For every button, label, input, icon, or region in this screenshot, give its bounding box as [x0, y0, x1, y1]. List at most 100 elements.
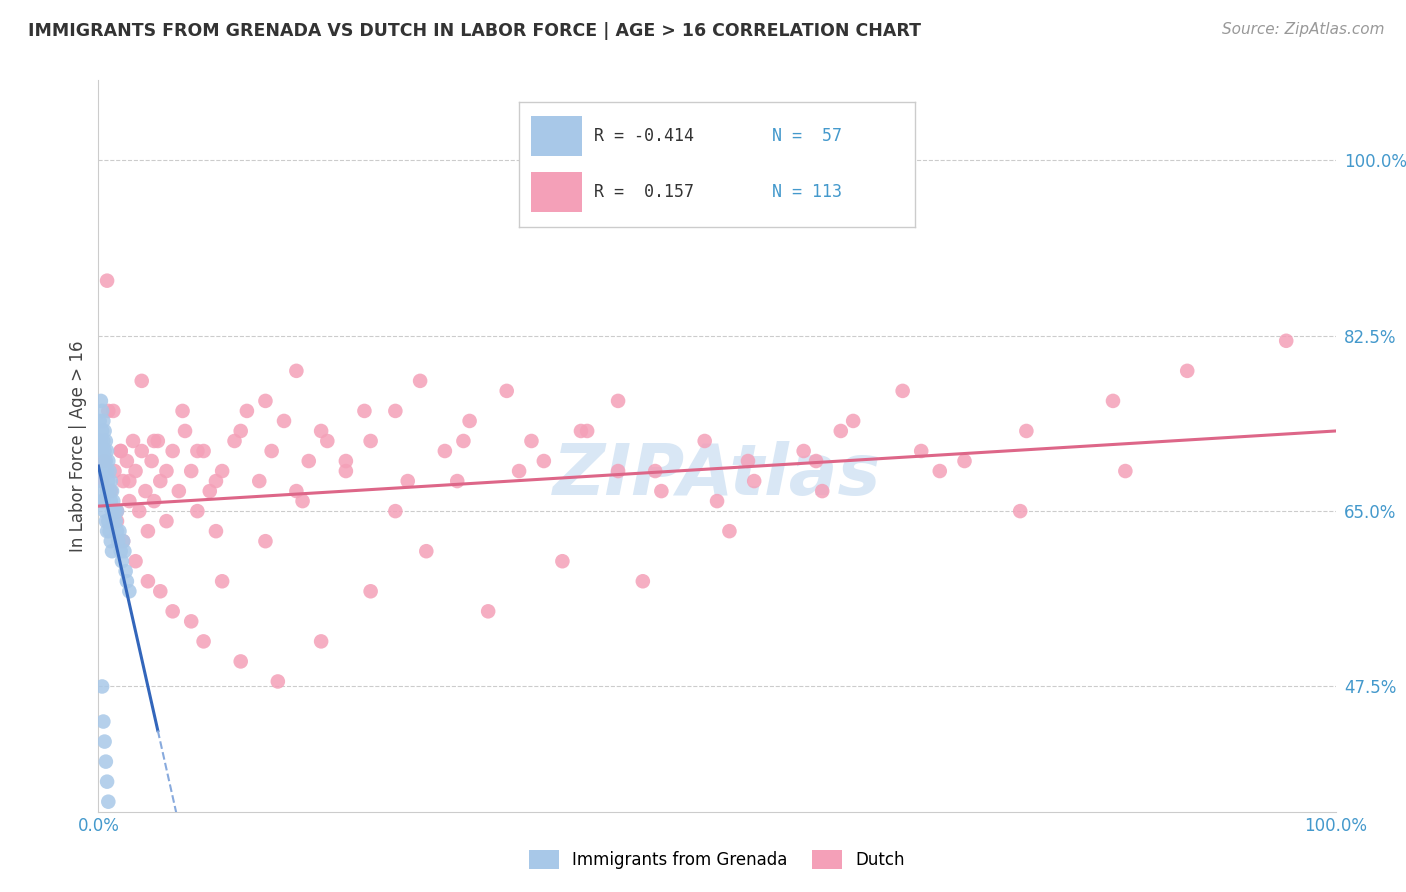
- Point: [96, 524, 118, 538]
- Point: [180, 464, 202, 478]
- Point: [110, 544, 132, 558]
- Point: [298, 454, 321, 468]
- Point: [97, 514, 120, 528]
- Point: [118, 474, 141, 488]
- Text: R =  0.157: R = 0.157: [595, 183, 695, 201]
- Text: N = 113: N = 113: [772, 183, 842, 201]
- Point: [273, 414, 295, 428]
- Point: [607, 393, 630, 408]
- Point: [93, 464, 115, 478]
- Point: [97, 404, 120, 418]
- Point: [96, 484, 118, 499]
- Point: [112, 534, 135, 549]
- Point: [1114, 464, 1136, 478]
- Point: [94, 755, 117, 769]
- Point: [104, 514, 127, 528]
- Point: [101, 484, 124, 499]
- Point: [112, 474, 135, 488]
- Point: [98, 484, 121, 499]
- Point: [136, 524, 159, 538]
- Point: [224, 434, 246, 448]
- Point: [415, 544, 437, 558]
- Point: [928, 464, 950, 478]
- Bar: [531, 116, 582, 156]
- Legend: Immigrants from Grenada, Dutch: Immigrants from Grenada, Dutch: [529, 850, 905, 869]
- Point: [105, 514, 128, 528]
- Text: Source: ZipAtlas.com: Source: ZipAtlas.com: [1222, 22, 1385, 37]
- Point: [335, 464, 357, 478]
- Point: [110, 444, 132, 458]
- Point: [180, 615, 202, 629]
- Point: [96, 774, 118, 789]
- Point: [94, 434, 117, 448]
- Point: [98, 464, 121, 478]
- Point: [811, 484, 834, 499]
- Point: [167, 484, 190, 499]
- Point: [186, 504, 208, 518]
- Point: [124, 554, 146, 568]
- Point: [91, 680, 114, 694]
- Point: [101, 544, 124, 558]
- Point: [94, 454, 117, 468]
- Point: [172, 404, 194, 418]
- Point: [110, 444, 132, 458]
- Point: [569, 424, 592, 438]
- Point: [134, 484, 156, 499]
- Point: [98, 524, 121, 538]
- Point: [100, 484, 122, 499]
- Point: [742, 474, 765, 488]
- Point: [267, 674, 290, 689]
- Point: [97, 795, 120, 809]
- Point: [93, 444, 115, 458]
- Point: [90, 393, 112, 408]
- Point: [155, 464, 177, 478]
- Point: [396, 474, 419, 488]
- Point: [793, 444, 815, 458]
- Point: [105, 524, 128, 538]
- Point: [644, 464, 666, 478]
- Point: [124, 464, 146, 478]
- Point: [131, 374, 153, 388]
- Text: R = -0.414: R = -0.414: [595, 127, 695, 145]
- Point: [260, 444, 283, 458]
- Point: [211, 574, 233, 589]
- Point: [90, 434, 112, 448]
- Point: [285, 484, 308, 499]
- Point: [97, 474, 120, 488]
- Point: [93, 434, 115, 448]
- Point: [360, 434, 382, 448]
- Point: [114, 564, 136, 578]
- Point: [1015, 424, 1038, 438]
- Point: [103, 504, 125, 518]
- Point: [706, 494, 728, 508]
- Point: [291, 494, 314, 508]
- Point: [520, 434, 543, 448]
- Point: [384, 404, 406, 418]
- Point: [136, 574, 159, 589]
- Point: [360, 584, 382, 599]
- Point: [446, 474, 468, 488]
- Point: [551, 554, 574, 568]
- Point: [93, 454, 115, 468]
- Point: [229, 655, 252, 669]
- Point: [285, 364, 308, 378]
- Point: [93, 714, 115, 729]
- Point: [309, 634, 332, 648]
- Y-axis label: In Labor Force | Age > 16: In Labor Force | Age > 16: [69, 340, 87, 552]
- Point: [1275, 334, 1298, 348]
- Point: [89, 414, 111, 428]
- Point: [108, 524, 131, 538]
- Point: [650, 484, 672, 499]
- Point: [118, 494, 141, 508]
- Point: [737, 454, 759, 468]
- Point: [477, 604, 499, 618]
- Point: [576, 424, 599, 438]
- Point: [149, 474, 172, 488]
- Point: [91, 494, 114, 508]
- Point: [205, 474, 228, 488]
- Point: [93, 454, 115, 468]
- Point: [384, 504, 406, 518]
- Point: [100, 474, 122, 488]
- Point: [107, 534, 129, 549]
- Point: [100, 534, 122, 549]
